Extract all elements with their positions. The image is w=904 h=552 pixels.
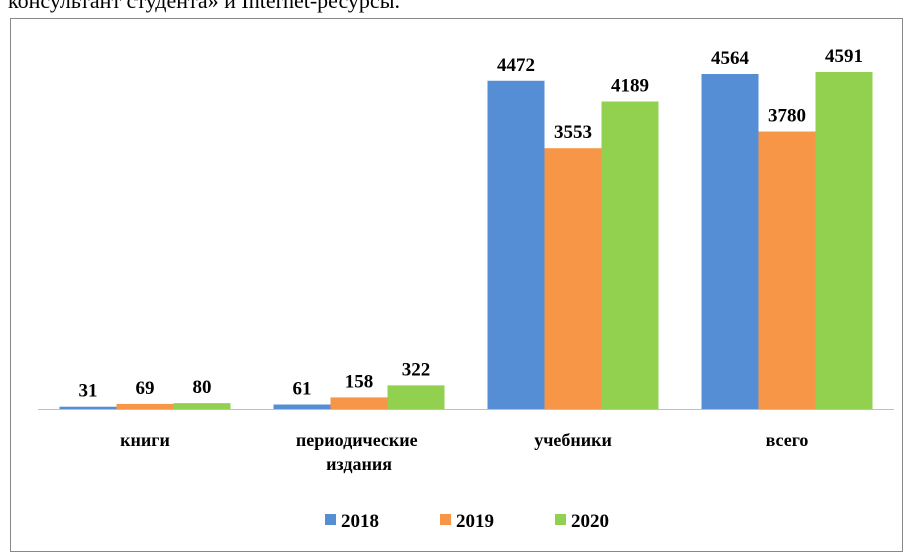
bar: [701, 74, 759, 409]
bar: [815, 72, 873, 409]
data-label: 158: [345, 371, 374, 392]
data-label: 4564: [711, 48, 750, 69]
x-tick-label: учебники: [534, 430, 612, 450]
x-tick-label: книги: [120, 430, 170, 450]
x-tick-label: периодические издания: [296, 430, 422, 474]
bar: [758, 131, 816, 409]
data-label: 4189: [611, 76, 649, 97]
data-label: 4591: [825, 46, 863, 67]
data-label: 3553: [554, 122, 592, 143]
legend-swatch: [555, 514, 566, 525]
data-label: 61: [293, 379, 312, 400]
legend-label: 2019: [456, 511, 494, 532]
legend-label: 2018: [341, 511, 379, 532]
legend-swatch: [440, 514, 451, 525]
bar: [544, 148, 602, 410]
legend-label: 2020: [571, 511, 609, 532]
bar: [116, 403, 174, 409]
caption: консультант студента» и Internet-ресурсы…: [8, 0, 400, 13]
data-label: 3780: [768, 106, 806, 127]
bar: [387, 385, 445, 409]
bar: [487, 80, 545, 410]
data-label: 4472: [497, 55, 535, 76]
data-label: 80: [193, 377, 212, 398]
bar: [273, 404, 331, 409]
data-label: 69: [136, 378, 155, 399]
data-label: 322: [402, 359, 431, 380]
legend-swatch: [325, 514, 336, 525]
bar: [601, 101, 659, 409]
bar: [59, 406, 117, 409]
bar: [330, 397, 388, 409]
data-label: 31: [79, 381, 98, 402]
bar: [173, 403, 231, 409]
x-tick-label: всего: [766, 430, 809, 450]
